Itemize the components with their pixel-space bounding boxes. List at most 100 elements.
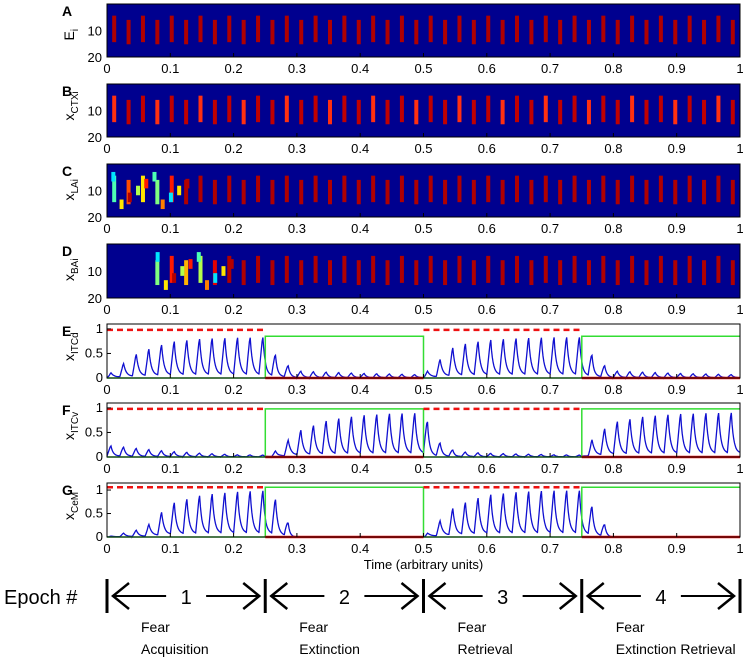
heatmap-bar: [615, 19, 620, 45]
heatmap-bar: [601, 15, 606, 43]
x-tick-label: 0.8: [604, 382, 622, 397]
y-tick-label: 0.5: [85, 424, 103, 439]
heatmap-bar: [299, 260, 304, 286]
x-tick-label: 0.5: [414, 302, 432, 317]
heatmap-bar: [716, 175, 721, 203]
heatmap-bar: [486, 175, 491, 203]
heatmap-bar: [586, 179, 591, 205]
heatmap-cell: [172, 273, 177, 283]
x-tick-label: 0: [103, 61, 110, 76]
panel-letter-G: G: [62, 482, 73, 498]
heatmap-bar: [529, 179, 534, 205]
y-axis-label: xCTXi: [61, 91, 81, 120]
heatmap-background: [107, 84, 740, 137]
heatmap-bar: [256, 15, 261, 43]
heatmap-cell: [229, 259, 234, 269]
heatmap-bar: [630, 175, 635, 203]
y-tick-label: 1: [96, 400, 103, 415]
heatmap-bar: [241, 260, 246, 286]
x-tick-label: 0.8: [604, 302, 622, 317]
x-tick-label: 0.7: [541, 461, 559, 476]
heatmap-bar: [169, 175, 174, 203]
heatmap-bar: [428, 175, 433, 203]
heatmap-bar: [327, 260, 332, 286]
x-tick-label: 0.8: [604, 461, 622, 476]
heatmap-bar: [457, 95, 462, 123]
x-tick-label: 0.7: [541, 382, 559, 397]
x-tick-label: 0.3: [288, 61, 306, 76]
heatmap-bar: [443, 179, 448, 205]
x-tick-label: 0.1: [161, 61, 179, 76]
heatmap-bar: [428, 15, 433, 43]
heatmap-bar: [543, 15, 548, 43]
epoch-arrow-right: [717, 582, 736, 610]
panel-letter-A: A: [62, 3, 72, 19]
x-tick-label: 0.5: [414, 221, 432, 236]
heatmap-bar: [356, 99, 361, 125]
heatmap-bar: [385, 179, 390, 205]
x-axis-label: Time (arbitrary units): [364, 557, 483, 572]
heatmap-bar: [241, 179, 246, 205]
x-tick-label: 0.9: [668, 221, 686, 236]
heatmap-bar: [212, 99, 217, 125]
heatmap-bar: [486, 255, 491, 283]
heatmap-bar: [371, 175, 376, 203]
x-tick-label: 0.9: [668, 302, 686, 317]
panel-letter-B: B: [62, 83, 72, 99]
heatmap-bar: [529, 99, 534, 125]
x-tick-label: 0.4: [351, 382, 369, 397]
heatmap-bar: [284, 15, 289, 43]
y-axis-label-group: xITCd: [61, 332, 81, 361]
heatmap-bar: [313, 15, 318, 43]
heatmap-bar: [702, 99, 707, 125]
heatmap-bar: [270, 179, 275, 205]
x-tick-label: 0.4: [351, 461, 369, 476]
y-tick-label: 1: [96, 321, 103, 336]
epoch-name-line1: Fear: [141, 619, 170, 635]
heatmap-bar: [155, 19, 160, 45]
y-tick-label: 0: [96, 529, 103, 544]
heatmap-bar: [212, 19, 217, 45]
epoch-name-line2: Extinction Retrieval: [616, 641, 736, 657]
heatmap-bar: [371, 255, 376, 283]
epoch-name-line2: Retrieval: [458, 641, 513, 657]
green-step-line: [107, 335, 740, 379]
y-axis-label-group: xBAi: [61, 258, 81, 281]
heatmap-bar: [212, 260, 217, 286]
heatmap-bar: [572, 255, 577, 283]
heatmap-bar: [356, 179, 361, 205]
x-tick-label: 0.9: [668, 141, 686, 156]
x-tick-label: 0.4: [351, 61, 369, 76]
heatmap-bar: [342, 255, 347, 283]
heatmap-bar: [457, 255, 462, 283]
heatmap-bar: [586, 19, 591, 45]
heatmap-bar: [730, 260, 735, 286]
heatmap-cell: [155, 252, 160, 262]
x-tick-label: 1: [736, 382, 743, 397]
heatmap-bar: [601, 255, 606, 283]
heatmap-bar: [601, 95, 606, 123]
heatmap-bar: [284, 95, 289, 123]
green-step-line: [107, 408, 740, 458]
x-tick-label: 0.2: [225, 61, 243, 76]
heatmap-bar: [327, 179, 332, 205]
heatmap-bar: [716, 95, 721, 123]
x-tick-label: 1: [736, 221, 743, 236]
x-tick-label: 0.6: [478, 541, 496, 556]
panel-letter-F: F: [62, 402, 71, 418]
heatmap-bar: [558, 19, 563, 45]
y-tick-label: 20: [88, 130, 102, 145]
heatmap-bar: [169, 95, 174, 123]
x-tick-label: 0.2: [225, 302, 243, 317]
heatmap-bar: [443, 260, 448, 286]
heatmap-bar: [198, 95, 203, 123]
y-tick-label: 10: [88, 24, 102, 39]
heatmap-bar: [515, 175, 520, 203]
heatmap-bar: [486, 15, 491, 43]
x-tick-label: 0.7: [541, 141, 559, 156]
heatmap-bar: [342, 95, 347, 123]
panel-letter-E: E: [62, 323, 71, 339]
x-tick-label: 0: [103, 382, 110, 397]
heatmap-bar: [140, 175, 145, 203]
